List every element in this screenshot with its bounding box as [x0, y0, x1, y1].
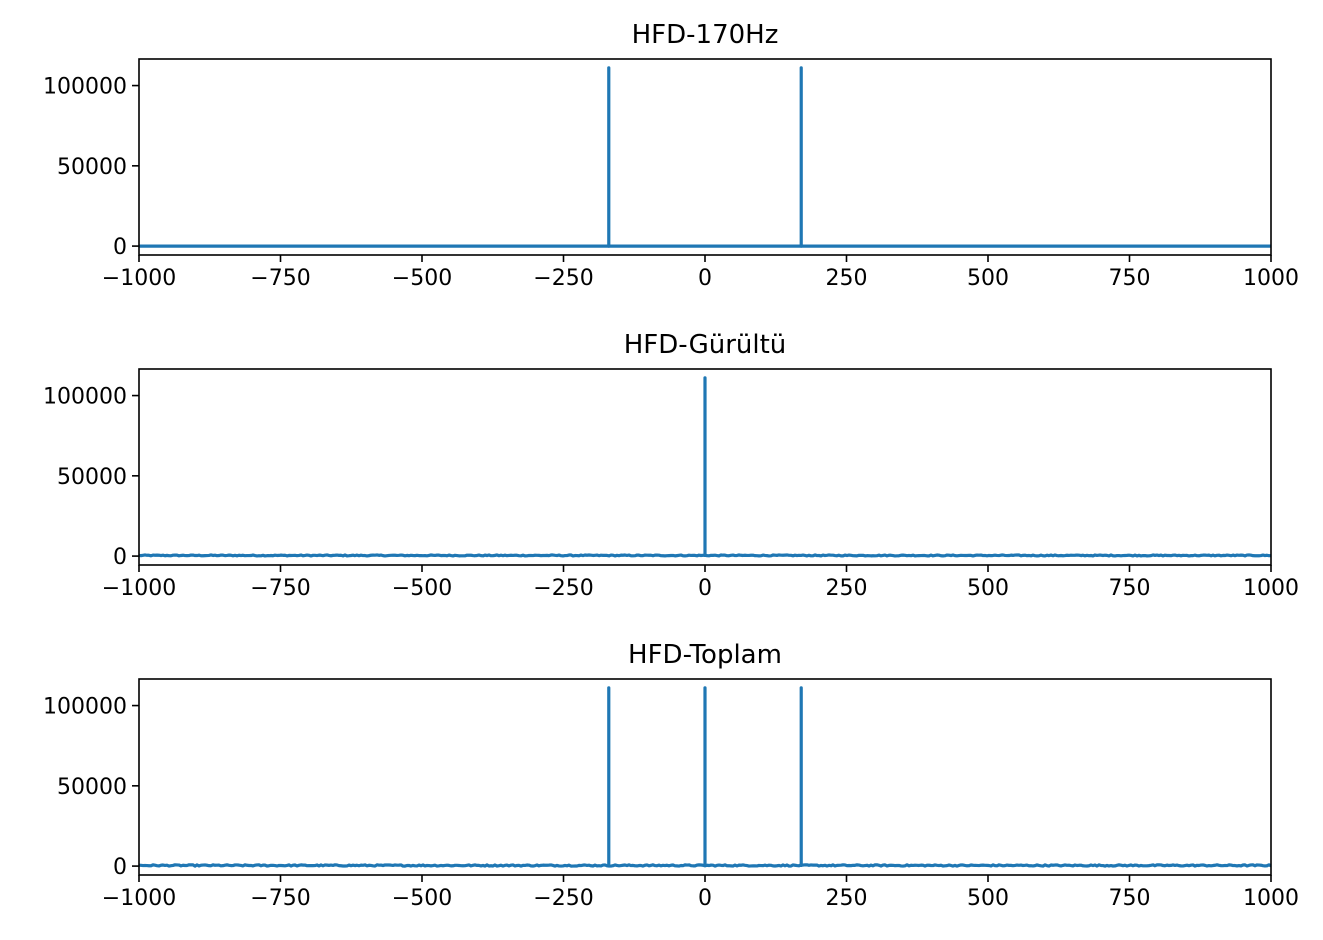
- x-tick-label: 750: [1109, 266, 1151, 291]
- y-tick-label: 0: [113, 545, 127, 570]
- x-tick-label: −250: [533, 266, 593, 291]
- chart-title: HFD-Gürültü: [624, 330, 787, 360]
- y-tick-label: 50000: [57, 465, 127, 490]
- x-tick-label: −250: [533, 576, 593, 601]
- x-tick-label: −500: [392, 886, 452, 911]
- x-tick-label: 750: [1109, 576, 1151, 601]
- y-tick-label: 0: [113, 855, 127, 880]
- x-tick-label: 250: [826, 576, 868, 601]
- x-tick-label: −1000: [102, 886, 176, 911]
- series-1: [138, 686, 1272, 868]
- x-tick-label: −750: [250, 576, 310, 601]
- chart-title: HFD-170Hz: [632, 20, 779, 50]
- x-tick-label: −750: [250, 886, 310, 911]
- x-tick-label: 250: [826, 266, 868, 291]
- subplot-1: HFD-170Hz −1000 −750 −500 −250 0 250 500 750 1000…: [43, 20, 1299, 291]
- x-tick-label: 0: [698, 266, 712, 291]
- x-tick-label: −1000: [102, 576, 176, 601]
- x-tick-label: 1000: [1243, 576, 1299, 601]
- x-tick-label: 500: [967, 576, 1009, 601]
- x-tick-label: 1000: [1243, 266, 1299, 291]
- x-tick-label: 0: [698, 576, 712, 601]
- x-tick-label: 750: [1109, 886, 1151, 911]
- subplot-3: HFD-Toplam −1000 −750 −500 −250 0 250 500 750 100…: [43, 640, 1299, 911]
- subplot-2: HFD-Gürültü −1000 −750 −500 −250 0 250 500 750 10…: [43, 330, 1299, 601]
- x-tick-label: 1000: [1243, 886, 1299, 911]
- x-tick-label: −500: [392, 266, 452, 291]
- x-tick-label: 500: [967, 886, 1009, 911]
- y-tick-label: 0: [113, 235, 127, 260]
- x-tick-label: −500: [392, 576, 452, 601]
- series-1: [138, 376, 1272, 558]
- y-tick-label: 100000: [43, 385, 127, 410]
- y-tick-label: 100000: [43, 75, 127, 100]
- x-tick-label: 250: [826, 886, 868, 911]
- series-1: [139, 66, 1271, 248]
- x-tick-label: 500: [967, 266, 1009, 291]
- x-tick-label: −1000: [102, 266, 176, 291]
- x-tick-label: −250: [533, 886, 593, 911]
- y-tick-label: 100000: [43, 695, 127, 720]
- x-tick-label: −750: [250, 266, 310, 291]
- y-tick-label: 50000: [57, 155, 127, 180]
- y-tick-label: 50000: [57, 775, 127, 800]
- x-tick-label: 0: [698, 886, 712, 911]
- subplots: HFD-170Hz −1000 −750 −500 −250 0 250 500 750 1000…: [43, 20, 1299, 911]
- chart-title: HFD-Toplam: [628, 640, 782, 670]
